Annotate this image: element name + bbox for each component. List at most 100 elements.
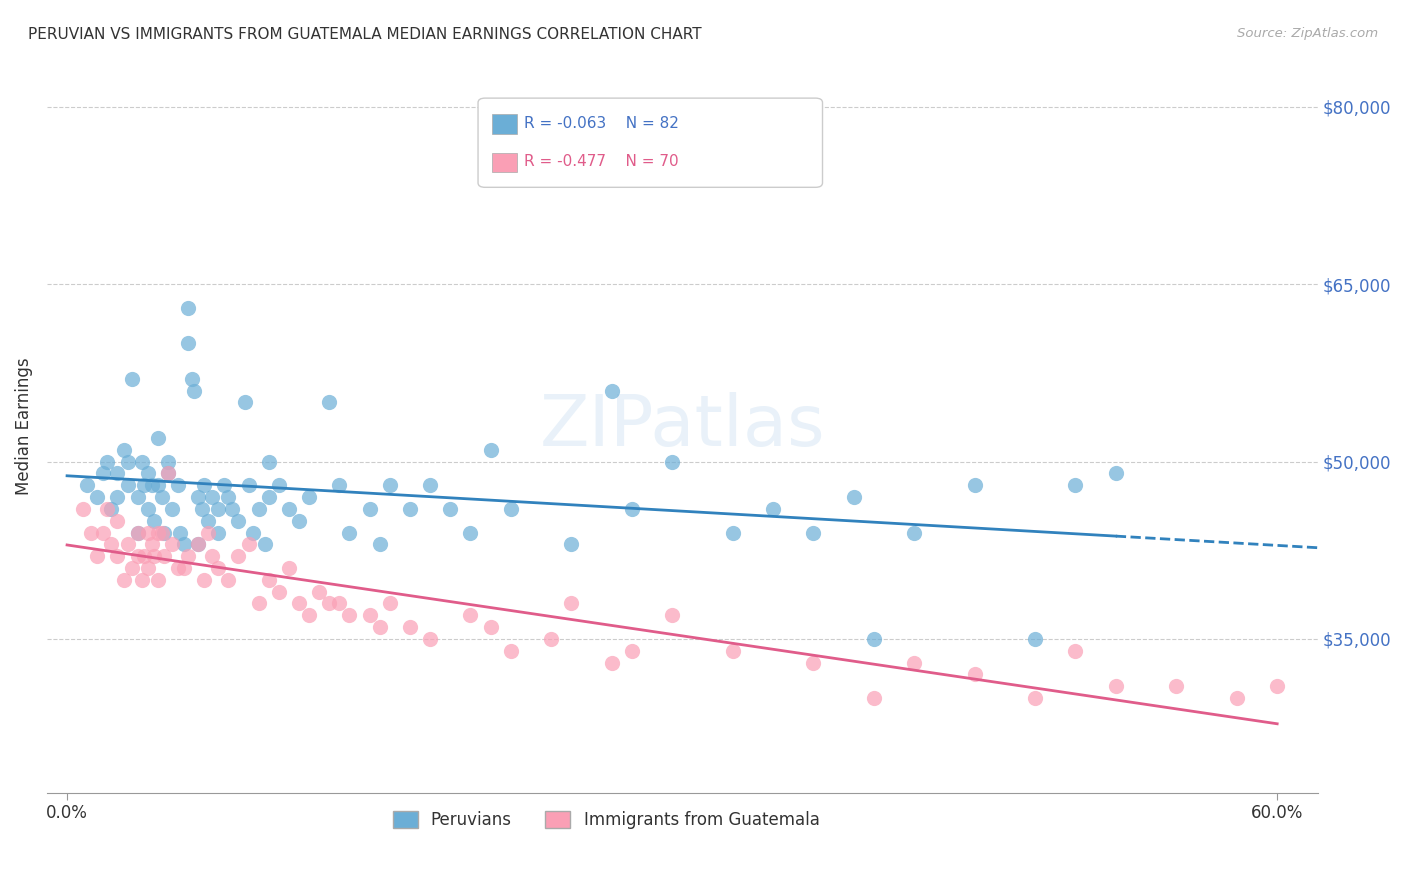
Point <box>801 525 824 540</box>
Point <box>96 454 118 468</box>
Point <box>132 478 155 492</box>
Point <box>136 467 159 481</box>
Point <box>156 467 179 481</box>
Point <box>228 549 250 564</box>
Point <box>257 573 280 587</box>
Point <box>661 454 683 468</box>
Point <box>153 525 176 540</box>
Point <box>76 478 98 492</box>
Text: R = -0.477    N = 70: R = -0.477 N = 70 <box>524 154 679 169</box>
Point <box>221 502 243 516</box>
Point <box>156 467 179 481</box>
Point <box>368 620 391 634</box>
Point <box>156 454 179 468</box>
Point <box>177 336 200 351</box>
Point <box>132 549 155 564</box>
Point <box>167 478 190 492</box>
Point <box>100 502 122 516</box>
Point <box>146 573 169 587</box>
Point <box>217 573 239 587</box>
Point <box>150 525 173 540</box>
Point <box>187 537 209 551</box>
Point <box>193 573 215 587</box>
Point <box>620 644 643 658</box>
Point <box>842 490 865 504</box>
Point <box>191 502 214 516</box>
Point <box>560 537 582 551</box>
Point <box>141 537 163 551</box>
Point <box>228 514 250 528</box>
Point <box>173 561 195 575</box>
Point <box>127 525 149 540</box>
Point <box>1105 467 1128 481</box>
Point <box>600 384 623 398</box>
Point <box>127 525 149 540</box>
Point <box>142 514 165 528</box>
Point <box>661 608 683 623</box>
Point <box>201 549 224 564</box>
Point <box>318 597 340 611</box>
Text: PERUVIAN VS IMMIGRANTS FROM GUATEMALA MEDIAN EARNINGS CORRELATION CHART: PERUVIAN VS IMMIGRANTS FROM GUATEMALA ME… <box>28 27 702 42</box>
Point <box>277 561 299 575</box>
Point <box>242 525 264 540</box>
Point <box>173 537 195 551</box>
Point <box>903 525 925 540</box>
Point <box>177 549 200 564</box>
Point <box>368 537 391 551</box>
Point <box>1105 679 1128 693</box>
Point <box>93 467 115 481</box>
Point <box>253 537 276 551</box>
Point <box>801 656 824 670</box>
Point <box>107 467 129 481</box>
Point <box>359 608 381 623</box>
Point <box>399 620 422 634</box>
Point <box>72 502 94 516</box>
Point <box>560 597 582 611</box>
Point <box>277 502 299 516</box>
Point <box>150 490 173 504</box>
Point <box>121 561 143 575</box>
Point <box>1166 679 1188 693</box>
Point <box>207 561 229 575</box>
Text: ZIPatlas: ZIPatlas <box>540 392 825 460</box>
Point <box>540 632 562 646</box>
Point <box>136 502 159 516</box>
Point <box>339 608 361 623</box>
Point <box>721 525 744 540</box>
Legend: Peruvians, Immigrants from Guatemala: Peruvians, Immigrants from Guatemala <box>385 804 827 836</box>
Point <box>153 549 176 564</box>
Point <box>359 502 381 516</box>
Point <box>903 656 925 670</box>
Point <box>117 454 139 468</box>
Point <box>267 478 290 492</box>
Point <box>169 525 191 540</box>
Point <box>112 573 135 587</box>
Point <box>460 608 482 623</box>
Point <box>257 454 280 468</box>
Point <box>339 525 361 540</box>
Point <box>419 478 441 492</box>
Point <box>378 597 401 611</box>
Point <box>117 478 139 492</box>
Point <box>146 525 169 540</box>
Point <box>86 490 108 504</box>
Point <box>107 549 129 564</box>
Text: Source: ZipAtlas.com: Source: ZipAtlas.com <box>1237 27 1378 40</box>
Point <box>378 478 401 492</box>
Point <box>207 525 229 540</box>
Point <box>107 514 129 528</box>
Point <box>479 442 502 457</box>
Point <box>1226 691 1249 706</box>
Point <box>328 478 350 492</box>
Point <box>1024 632 1046 646</box>
Point <box>247 597 270 611</box>
Point <box>600 656 623 670</box>
Point <box>201 490 224 504</box>
Point <box>107 490 129 504</box>
Point <box>197 514 219 528</box>
Point <box>399 502 422 516</box>
Point <box>117 537 139 551</box>
Point <box>862 691 884 706</box>
Point <box>131 573 153 587</box>
Point <box>308 584 330 599</box>
